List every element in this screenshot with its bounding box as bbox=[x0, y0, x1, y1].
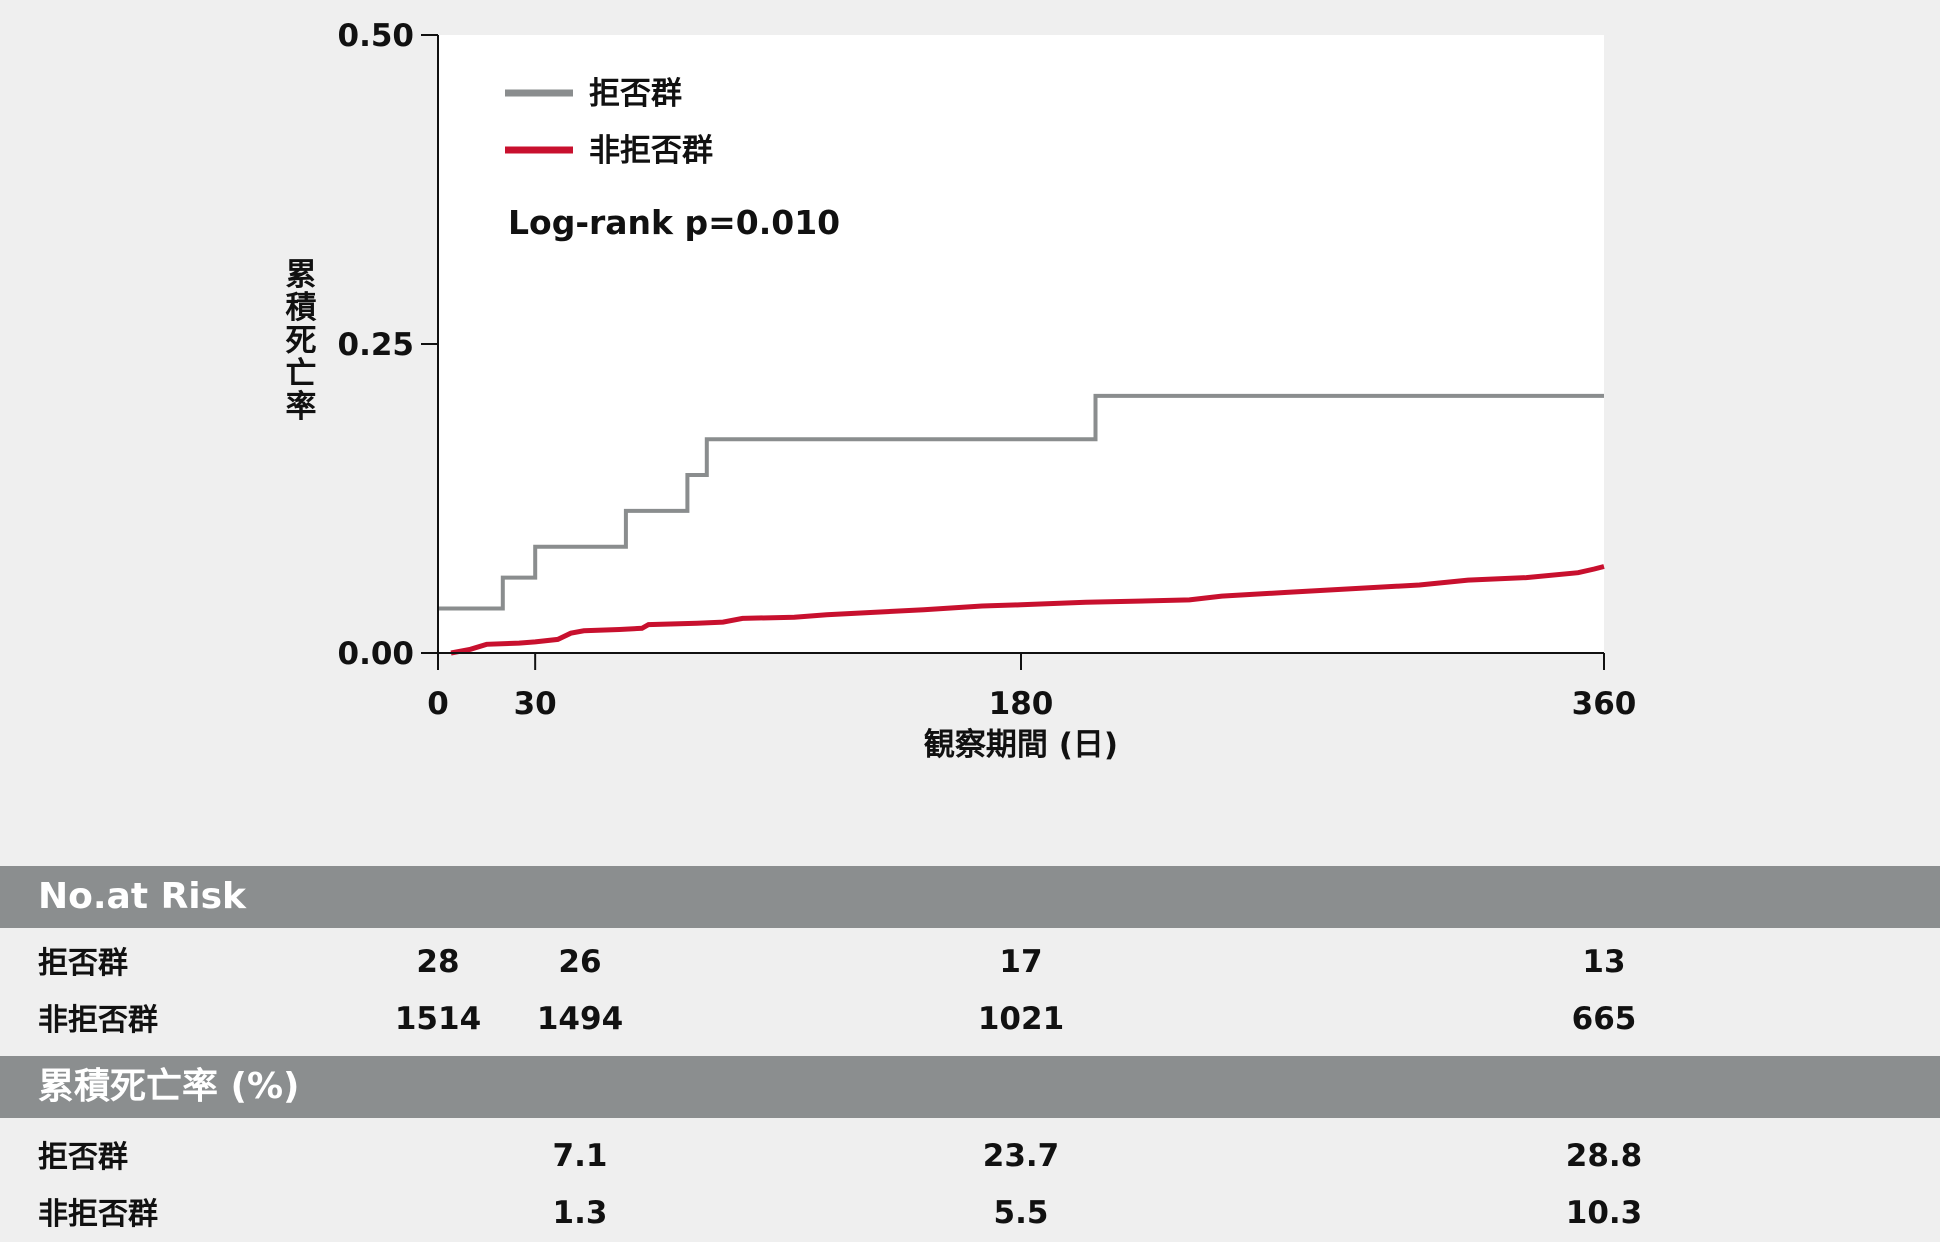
legend: 拒否群 非拒否群 bbox=[505, 76, 713, 169]
plot-area bbox=[438, 35, 1604, 653]
y-tick-label: 0.25 bbox=[338, 327, 415, 363]
survival-chart: 0 30 180 360 0.00 0.25 0.50 累積死亡率 観察期間 (日) 拒否群… bbox=[280, 18, 1637, 763]
mortality-value: 23.7 bbox=[982, 1138, 1060, 1174]
x-tick-label: 360 bbox=[1572, 686, 1637, 722]
mortality-value: 5.5 bbox=[993, 1195, 1049, 1231]
x-tick-label: 180 bbox=[989, 686, 1054, 722]
mortality-value: 28.8 bbox=[1565, 1138, 1643, 1174]
series-line-rejection bbox=[438, 393, 1604, 611]
series-line-non-rejection bbox=[450, 564, 1605, 656]
legend-label-non-rejection: 非拒否群 bbox=[589, 133, 713, 169]
x-tick-label: 0 bbox=[427, 686, 449, 722]
mortality-value: 7.1 bbox=[552, 1138, 608, 1174]
at-risk-row-label: 拒否群 bbox=[38, 946, 128, 981]
mortality-row-label: 非拒否群 bbox=[38, 1197, 158, 1232]
at-risk-header: No.at Risk bbox=[0, 866, 1940, 928]
x-axis-label: 観察期間 (日) bbox=[924, 727, 1118, 763]
log-rank-annotation: Log-rank p=0.010 bbox=[508, 203, 840, 242]
legend-label-rejection: 拒否群 bbox=[589, 76, 682, 112]
y-tick-label: 0.50 bbox=[338, 18, 415, 54]
y-tick-label: 0.00 bbox=[338, 636, 415, 672]
at-risk-value: 665 bbox=[1571, 1001, 1637, 1037]
at-risk-row-label: 非拒否群 bbox=[38, 1003, 158, 1038]
y-axis-label: 累積死亡率 bbox=[280, 258, 317, 423]
x-tick-label: 30 bbox=[514, 686, 557, 722]
mortality-title: 累積死亡率 (%) bbox=[38, 1066, 300, 1107]
at-risk-value: 13 bbox=[1582, 944, 1626, 980]
at-risk-title: No.at Risk bbox=[38, 876, 247, 917]
at-risk-value: 1514 bbox=[394, 1001, 482, 1037]
mortality-value: 1.3 bbox=[552, 1195, 608, 1231]
at-risk-value: 28 bbox=[416, 944, 460, 980]
at-risk-value: 1494 bbox=[536, 1001, 624, 1037]
mortality-header: 累積死亡率 (%) bbox=[0, 1056, 1940, 1118]
mortality-row-label: 拒否群 bbox=[38, 1140, 128, 1175]
at-risk-value: 26 bbox=[558, 944, 602, 980]
mortality-value: 10.3 bbox=[1565, 1195, 1643, 1231]
at-risk-value: 1021 bbox=[977, 1001, 1065, 1037]
at-risk-value: 17 bbox=[999, 944, 1043, 980]
